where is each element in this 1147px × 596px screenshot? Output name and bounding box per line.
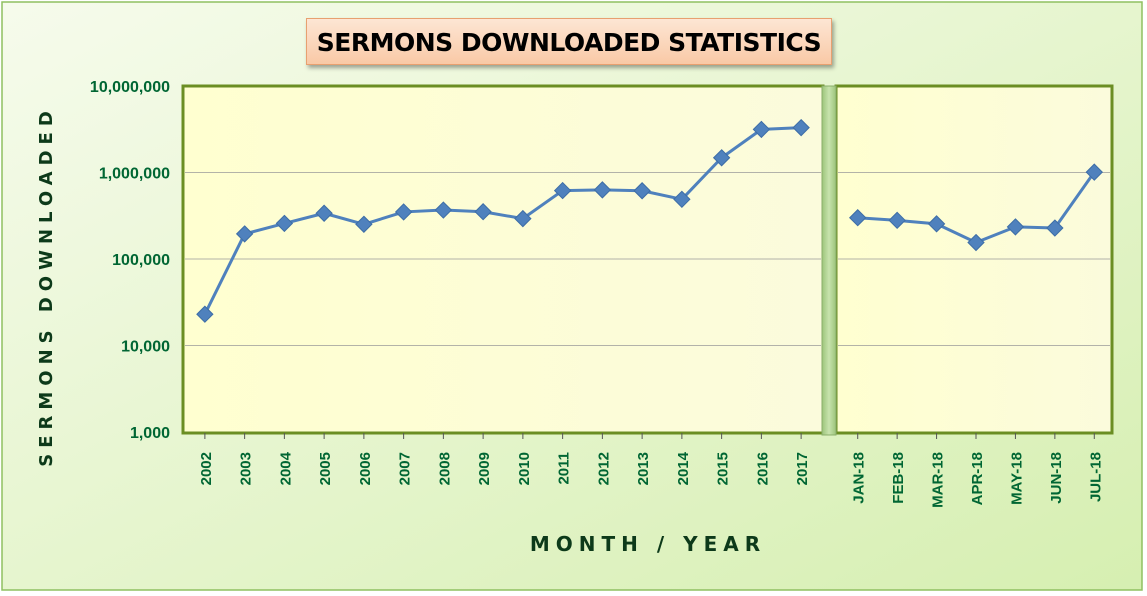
series-line-1	[203, 126, 802, 315]
x-tick-label: 2004	[277, 451, 294, 485]
x-tick-label: 2007	[397, 452, 414, 485]
data-point-marker	[752, 120, 771, 139]
data-point-marker	[593, 181, 612, 199]
x-axis-title: MONTH / YEAR	[530, 532, 766, 556]
axis-layer: 1,000 10,000 100,000 1,000,000 10,000,000 200…	[90, 79, 1104, 508]
data-point-marker	[1046, 219, 1064, 237]
x-tick-label: 2006	[357, 452, 374, 485]
x-tick-label: JAN-18	[851, 452, 868, 504]
data-point-marker	[235, 225, 254, 243]
grid-layer	[185, 172, 1110, 346]
data-point-marker	[355, 215, 373, 233]
x-tick-label: 2005	[317, 452, 334, 485]
y-tick-label: 100,000	[112, 252, 170, 269]
data-point-marker	[849, 209, 867, 227]
data-point-marker	[927, 215, 946, 233]
chart-title: SERMONS DOWNLOADED STATISTICS	[316, 28, 822, 57]
y-axis-title: SERMONS DOWNLOADED	[36, 105, 57, 467]
x-tick-label: MAR-18	[930, 452, 947, 508]
x-tick-label: 2008	[436, 452, 453, 485]
data-point-marker	[474, 203, 492, 221]
x-tick-label: 2011	[556, 452, 573, 485]
y-tick-label: 1,000	[130, 425, 170, 442]
x-tick-label: 2013	[635, 452, 652, 485]
x-tick-label: 2015	[715, 452, 732, 485]
data-point-marker	[434, 201, 453, 219]
x-tick-label: 2016	[754, 452, 771, 485]
x-tick-label: MAY-18	[1008, 452, 1025, 505]
data-point-marker	[196, 305, 214, 323]
x-tick-label: 2003	[238, 452, 255, 485]
data-point-marker	[888, 211, 906, 230]
data-point-marker	[514, 209, 532, 228]
section-separator	[821, 85, 837, 436]
data-point-marker	[275, 214, 294, 233]
data-point-marker	[712, 149, 731, 167]
data-point-marker	[315, 204, 333, 222]
series-layer	[196, 118, 1103, 323]
x-tick-label: 2017	[794, 452, 811, 485]
y-tick-label: 10,000	[121, 339, 170, 356]
data-point-marker	[1006, 218, 1025, 236]
x-tick-label: FEB-18	[890, 452, 907, 504]
data-point-marker	[967, 233, 985, 252]
data-point-marker	[1085, 163, 1103, 181]
data-point-marker	[553, 181, 572, 200]
data-point-marker	[673, 190, 691, 209]
x-tick-label: 2014	[675, 451, 692, 485]
x-tick-label: JUL-18	[1087, 452, 1104, 502]
data-point-marker	[633, 182, 651, 200]
plot-frame-right	[834, 84, 1114, 435]
y-tick-label: 10,000,000	[90, 79, 170, 96]
x-tick-label: JUN-18	[1048, 452, 1065, 504]
y-tick-label: 1,000,000	[99, 166, 170, 183]
data-point-marker	[792, 118, 810, 137]
x-tick-label: 2010	[516, 452, 533, 485]
plot-frame-left	[181, 84, 825, 435]
chart-title-box: SERMONS DOWNLOADED STATISTICS	[306, 18, 832, 65]
x-tick-label: 2012	[595, 452, 612, 485]
x-tick-label: 2009	[476, 452, 493, 485]
x-tick-label: APR-18	[969, 452, 986, 505]
x-tick-label: 2002	[198, 452, 215, 485]
data-point-marker	[394, 203, 413, 221]
